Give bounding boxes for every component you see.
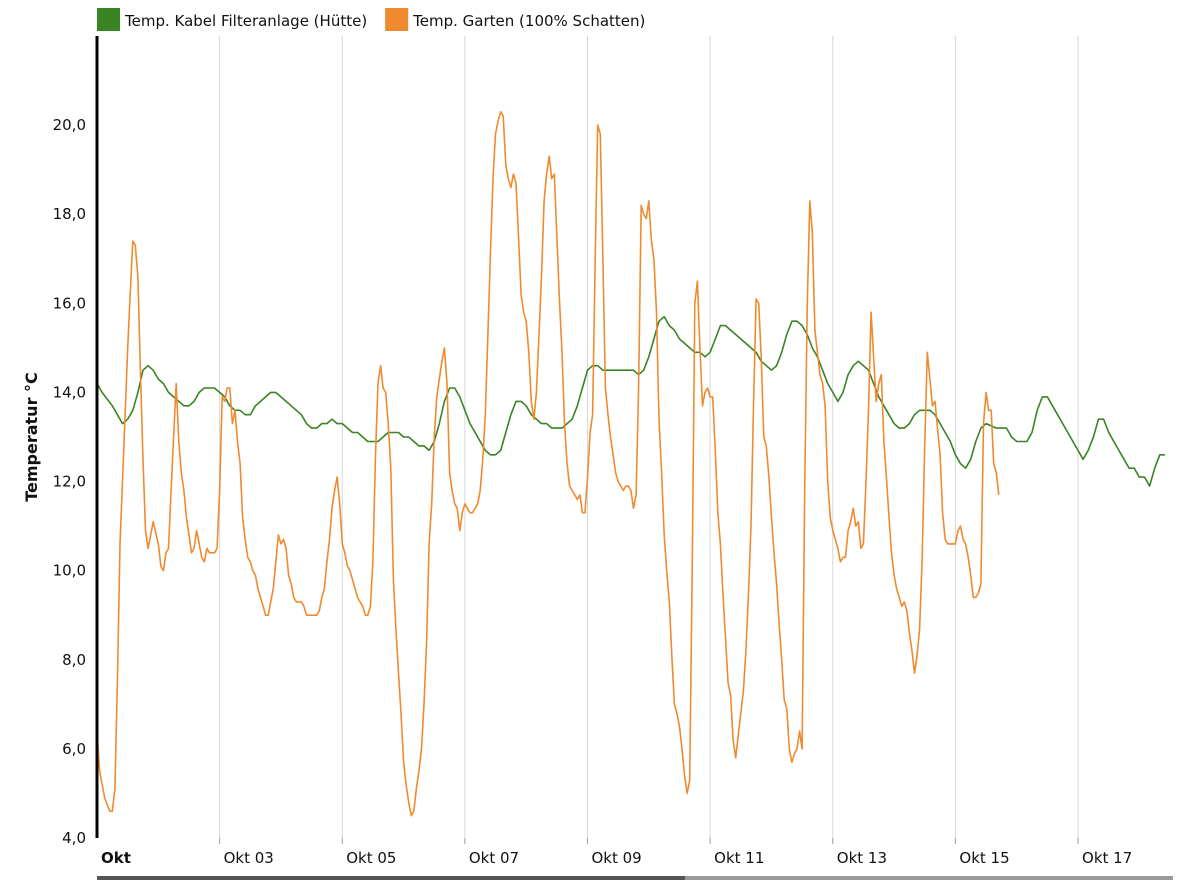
y-tick-label: 18,0 bbox=[53, 205, 86, 223]
legend-swatch bbox=[385, 8, 409, 31]
range-scrollbar[interactable] bbox=[97, 876, 1173, 880]
legend-label: Temp. Garten (100% Schatten) bbox=[412, 12, 645, 30]
y-tick-labels: 4,0 6,0 8,0 10,0 12,0 14,0 16,0 18,0 20,0 bbox=[53, 116, 86, 847]
y-axis-title: Temperatur °C bbox=[22, 372, 41, 502]
x-tick-label: Okt 05 bbox=[346, 849, 396, 867]
series-line-2 bbox=[96, 110, 1000, 817]
series-lines bbox=[96, 110, 1165, 817]
y-tick-label: 10,0 bbox=[53, 562, 86, 580]
legend-item-1[interactable]: Temp. Kabel Filteranlage (Hütte) bbox=[97, 8, 367, 31]
y-tick-label: 16,0 bbox=[53, 294, 86, 312]
y-tick-label: 20,0 bbox=[53, 116, 86, 134]
y-tick-label: 8,0 bbox=[62, 651, 86, 669]
x-tick-label: Okt 07 bbox=[469, 849, 519, 867]
x-tick-label: Okt 15 bbox=[959, 849, 1009, 867]
series-line-1 bbox=[96, 315, 1165, 487]
x-tick-label: Okt 11 bbox=[714, 849, 764, 867]
y-tick-label: 12,0 bbox=[53, 473, 86, 491]
x-tick-labels: Okt Okt 03 Okt 05 Okt 07 Okt 09 Okt 11 Okt 13 O… bbox=[101, 849, 1132, 867]
y-tick-label: 4,0 bbox=[62, 829, 86, 847]
grid-lines bbox=[219, 36, 1079, 844]
legend-swatch bbox=[97, 8, 120, 31]
x-tick-label: Okt bbox=[101, 849, 131, 867]
y-tick-label: 6,0 bbox=[62, 740, 86, 758]
legend-label: Temp. Kabel Filteranlage (Hütte) bbox=[124, 12, 367, 30]
x-tick-label: Okt 13 bbox=[837, 849, 887, 867]
x-tick-label: Okt 03 bbox=[224, 849, 274, 867]
y-tick-label: 14,0 bbox=[53, 383, 86, 401]
x-tick-label: Okt 17 bbox=[1082, 849, 1132, 867]
legend[interactable]: Temp. Kabel Filteranlage (Hütte) Temp. Ga… bbox=[97, 8, 645, 31]
x-tick-label: Okt 09 bbox=[592, 849, 642, 867]
legend-item-2[interactable]: Temp. Garten (100% Schatten) bbox=[385, 8, 645, 31]
